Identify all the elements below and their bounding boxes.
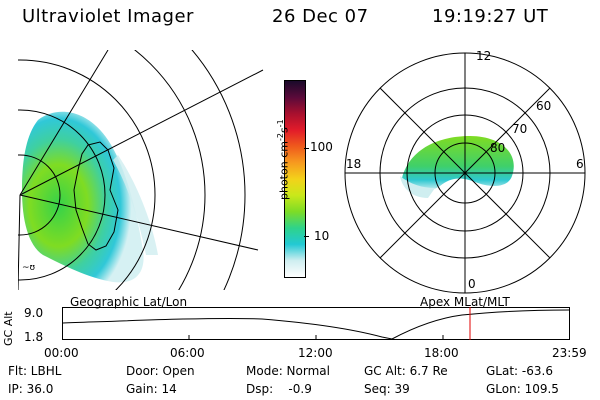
mlat-label-70: 70 bbox=[512, 122, 527, 136]
coastline-fragment: ~ʊ bbox=[22, 263, 36, 273]
polar-aurora-region bbox=[402, 136, 514, 191]
gc-alt-info: GC Alt: 6.7 Re bbox=[364, 364, 448, 378]
mlt-label-6: 6 bbox=[576, 157, 584, 171]
colorbar-unit-label: photon cm-2s-1 bbox=[276, 119, 291, 200]
dsp-info: Dsp: -0.9 bbox=[246, 382, 312, 396]
mlt-label-18: 18 bbox=[346, 157, 361, 171]
altitude-plot bbox=[62, 307, 570, 340]
altitude-xtick-1800: 18:00 bbox=[424, 346, 459, 360]
seq-info: Seq: 39 bbox=[364, 382, 410, 396]
mlt-spokes bbox=[345, 53, 585, 293]
longitude-grid bbox=[18, 50, 264, 290]
altitude-xtick-0000: 00:00 bbox=[44, 346, 79, 360]
time-label: 19:19:27 UT bbox=[432, 6, 549, 27]
geographic-panel-label: Geographic Lat/Lon bbox=[70, 295, 188, 309]
mlt-label-0: 0 bbox=[468, 277, 476, 291]
colorbar-tick-100: 100 bbox=[310, 140, 333, 154]
polar-mlat-mlt-panel: 12 18 6 0 60 70 80 bbox=[344, 49, 586, 294]
glon-info: GLon: 109.5 bbox=[486, 382, 559, 396]
altitude-curve bbox=[62, 309, 570, 340]
geographic-map-panel: ~ʊ bbox=[18, 50, 264, 290]
ip-info: IP: 36.0 bbox=[8, 382, 54, 396]
mode-info: Mode: Normal bbox=[246, 364, 330, 378]
colorbar-gradient bbox=[285, 81, 305, 277]
glat-info: GLat: -63.6 bbox=[486, 364, 553, 378]
door-info: Door: Open bbox=[126, 364, 195, 378]
colorbar bbox=[284, 80, 306, 278]
gain-info: Gain: 14 bbox=[126, 382, 177, 396]
colorbar-tick-10: 10 bbox=[314, 229, 330, 243]
polar-panel-label: Apex MLat/MLT bbox=[420, 295, 510, 309]
mlat-label-60: 60 bbox=[536, 99, 551, 113]
mlt-label-12: 12 bbox=[476, 49, 491, 63]
altitude-xtick-0600: 06:00 bbox=[170, 346, 205, 360]
continent-outline bbox=[73, 141, 119, 251]
latitude-grid bbox=[18, 50, 246, 290]
altitude-xtick-1200: 12:00 bbox=[298, 346, 333, 360]
aurora-emission-region bbox=[22, 111, 144, 283]
altitude-tick-high: 9.0 bbox=[24, 306, 44, 320]
altitude-axis-label: GC Alt bbox=[2, 311, 15, 346]
instrument-title: Ultraviolet Imager bbox=[22, 6, 194, 27]
altitude-tick-low: 1.8 bbox=[24, 330, 44, 344]
mlat-label-80: 80 bbox=[490, 141, 505, 155]
altitude-xtick-2359: 23:59 bbox=[552, 346, 587, 360]
date-label: 26 Dec 07 bbox=[272, 6, 369, 27]
filter-info: Flt: LBHL bbox=[8, 364, 62, 378]
